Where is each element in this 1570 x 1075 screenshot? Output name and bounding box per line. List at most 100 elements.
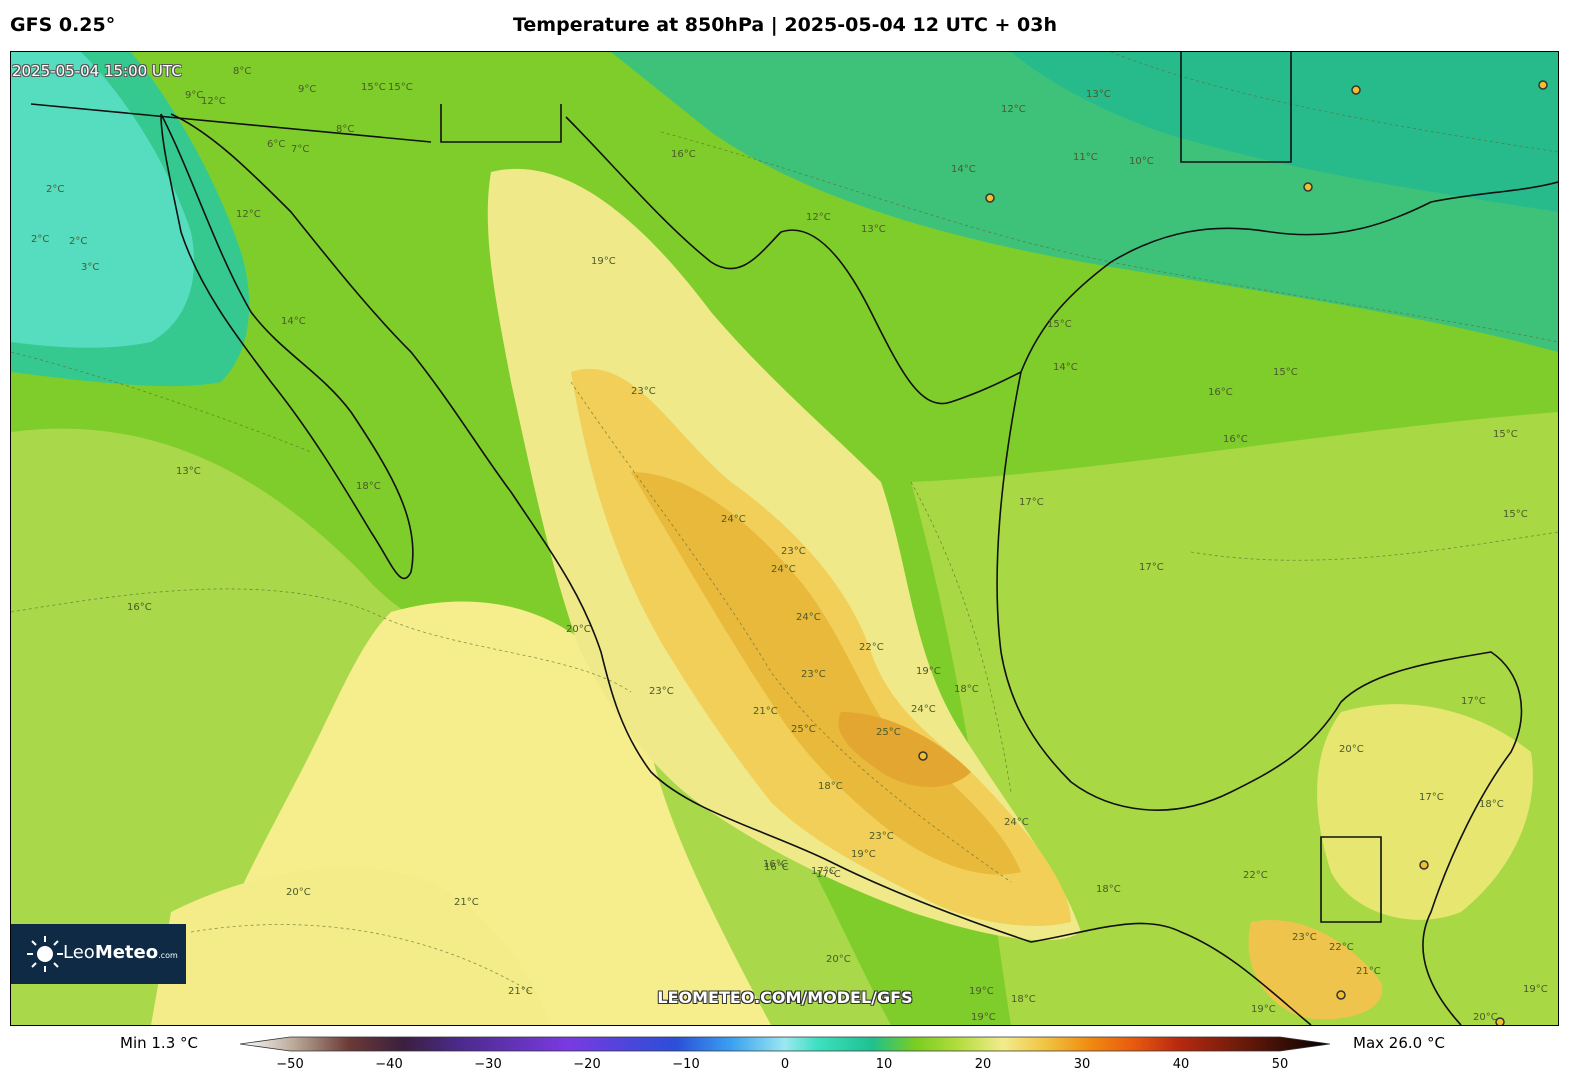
isotherm-label: 18°C <box>356 481 381 492</box>
coastlines <box>30 52 1559 1026</box>
isotherm-label: 15°C <box>388 82 413 93</box>
isotherm-label: 22°C <box>1243 870 1268 881</box>
model-name: GFS 0.25° <box>10 14 116 36</box>
isotherm-label: 18°C <box>1011 994 1036 1005</box>
isotherm-label: 21°C <box>1356 966 1381 977</box>
isotherm-label: 9°C <box>185 90 203 101</box>
chart-title: Temperature at 850hPa | 2025-05-04 12 UT… <box>512 14 1058 36</box>
temperature-map[interactable]: 8°C 9°C 15°C 15°C 12°C 9°C 8°C 6°C 7°C 2°C 2°C 2°C 3… <box>10 51 1559 1027</box>
city-marker[interactable] <box>1419 860 1429 870</box>
coldest-region-northeast <box>1011 52 1558 212</box>
isotherm-label: 24°C <box>1004 817 1029 828</box>
isotherm-label: 17°C <box>1019 497 1044 508</box>
isotherm-label: 8°C <box>233 66 251 77</box>
isotherm-label: 9°C <box>298 84 316 95</box>
isotherm-label: 17°C <box>811 866 836 877</box>
isotherm-label: 2°C <box>46 184 64 195</box>
isotherm-label: 17°C <box>816 869 841 880</box>
isotherm-label: 19°C <box>969 986 994 997</box>
logo-text: LeoMeteo.com <box>63 942 178 963</box>
isotherm-label: 23°C <box>631 386 656 397</box>
city-marker[interactable] <box>1336 990 1346 1000</box>
isotherm-label: 23°C <box>1292 932 1317 943</box>
map-svg: 8°C9°C15°C 15°C12°C9°C8°C6°C 7°C2°C2°C 2°C3… <box>10 51 1559 1027</box>
isotherm-label: 24°C <box>771 564 796 575</box>
isotherm-label: 19°C <box>916 666 941 677</box>
colorbar-tick-label: 50 <box>1271 1057 1289 1072</box>
isotherm-label: 21°C <box>753 706 778 717</box>
isotherm-label: 14°C <box>281 316 306 327</box>
colorbar-tick-label: −20 <box>573 1057 601 1072</box>
colorbar-tick-label: 20 <box>974 1057 992 1072</box>
isotherm-label: 16°C <box>127 602 152 613</box>
city-marker[interactable] <box>1351 85 1361 95</box>
isotherm-label: 6°C <box>267 139 285 150</box>
min-temperature: Min 1.3 °C <box>120 1034 198 1052</box>
colorbar-tick-label: −40 <box>375 1057 403 1072</box>
isotherm-label: 2°C <box>31 234 49 245</box>
hottest-region <box>838 712 971 787</box>
city-marker[interactable] <box>985 193 995 203</box>
isotherm-label: 23°C <box>781 546 806 557</box>
isotherm-label: 20°C <box>826 954 851 965</box>
yucatan-region <box>1317 704 1533 920</box>
isotherm-label: 17°C <box>1139 562 1164 573</box>
isotherm-label: 15°C <box>361 82 386 93</box>
isotherm-label: 16°C <box>671 149 696 160</box>
isotherm-label: 10°C <box>1129 156 1154 167</box>
coldest-region-west <box>11 52 195 348</box>
isotherm-labels: 8°C9°C15°C 15°C12°C9°C8°C6°C 7°C2°C2°C 2°C3… <box>31 66 1548 1023</box>
isotherm-label: 18°C <box>818 781 843 792</box>
isotherm-label: 22°C <box>1329 942 1354 953</box>
warm-blob-central-america <box>1248 920 1383 1020</box>
isotherm-label: 19°C <box>1251 1004 1276 1015</box>
isotherm-label: 16°C <box>764 862 789 873</box>
isotherm-label: 17°C <box>1419 792 1444 803</box>
isotherm-label: 12°C <box>236 209 261 220</box>
warm-pacific-region-2 <box>151 867 551 1025</box>
isotherm-label: 20°C <box>1473 1012 1498 1023</box>
isotherm-label: 20°C <box>286 887 311 898</box>
isotherm-label: 19°C <box>591 256 616 267</box>
isotherm-label: 3°C <box>81 262 99 273</box>
isotherm-label: 20°C <box>1339 744 1364 755</box>
isotherm-label: 25°C <box>876 727 901 738</box>
isotherm-label: 19°C <box>851 849 876 860</box>
isotherm-label: 19°C <box>1523 984 1548 995</box>
colorbar-tick-label: −30 <box>474 1057 502 1072</box>
colorbar-tick-label: −50 <box>276 1057 304 1072</box>
isotherm-label: 13°C <box>861 224 886 235</box>
isotherm-label: 21°C <box>454 897 479 908</box>
isotherm-label: 16°C <box>1208 387 1233 398</box>
colorbar-gradient <box>240 1036 1330 1052</box>
isotherm-label: 22°C <box>859 642 884 653</box>
colorbar-tick-label: 10 <box>875 1057 893 1072</box>
isotherm-label: 12°C <box>806 212 831 223</box>
isotherm-label: 14°C <box>1053 362 1078 373</box>
colorbar-tick-label: 30 <box>1073 1057 1091 1072</box>
isotherm-label: 25°C <box>791 724 816 735</box>
sun-icon <box>27 936 63 972</box>
isotherm-label: 21°C <box>508 986 533 997</box>
city-marker[interactable] <box>1538 80 1548 90</box>
isotherm-label: 12°C <box>201 96 226 107</box>
leometeo-logo: LeoMeteo.com <box>11 924 186 984</box>
isotherm-label: 20°C <box>566 624 591 635</box>
isotherm-label: 16°C <box>1223 434 1248 445</box>
isotherm-label: 13°C <box>1086 89 1111 100</box>
isotherm-label: 15°C <box>1273 367 1298 378</box>
isotherm-label: 14°C <box>951 164 976 175</box>
city-markers <box>918 80 1548 1027</box>
isotherm-label: 17°C <box>1461 696 1486 707</box>
isotherm-label: 15°C <box>1503 509 1528 520</box>
city-marker[interactable] <box>918 751 928 761</box>
isotherm-label: 24°C <box>911 704 936 715</box>
isotherm-label: 18°C <box>1096 884 1121 895</box>
isotherm-label: 18°C <box>1479 799 1504 810</box>
isotherm-label: 19°C <box>971 1012 996 1023</box>
isotherm-label: 15°C <box>1493 429 1518 440</box>
city-marker[interactable] <box>1495 1017 1505 1027</box>
city-marker[interactable] <box>1303 182 1313 192</box>
isotherm-label: 23°C <box>649 686 674 697</box>
isotherm-label: 16°C <box>763 859 788 870</box>
